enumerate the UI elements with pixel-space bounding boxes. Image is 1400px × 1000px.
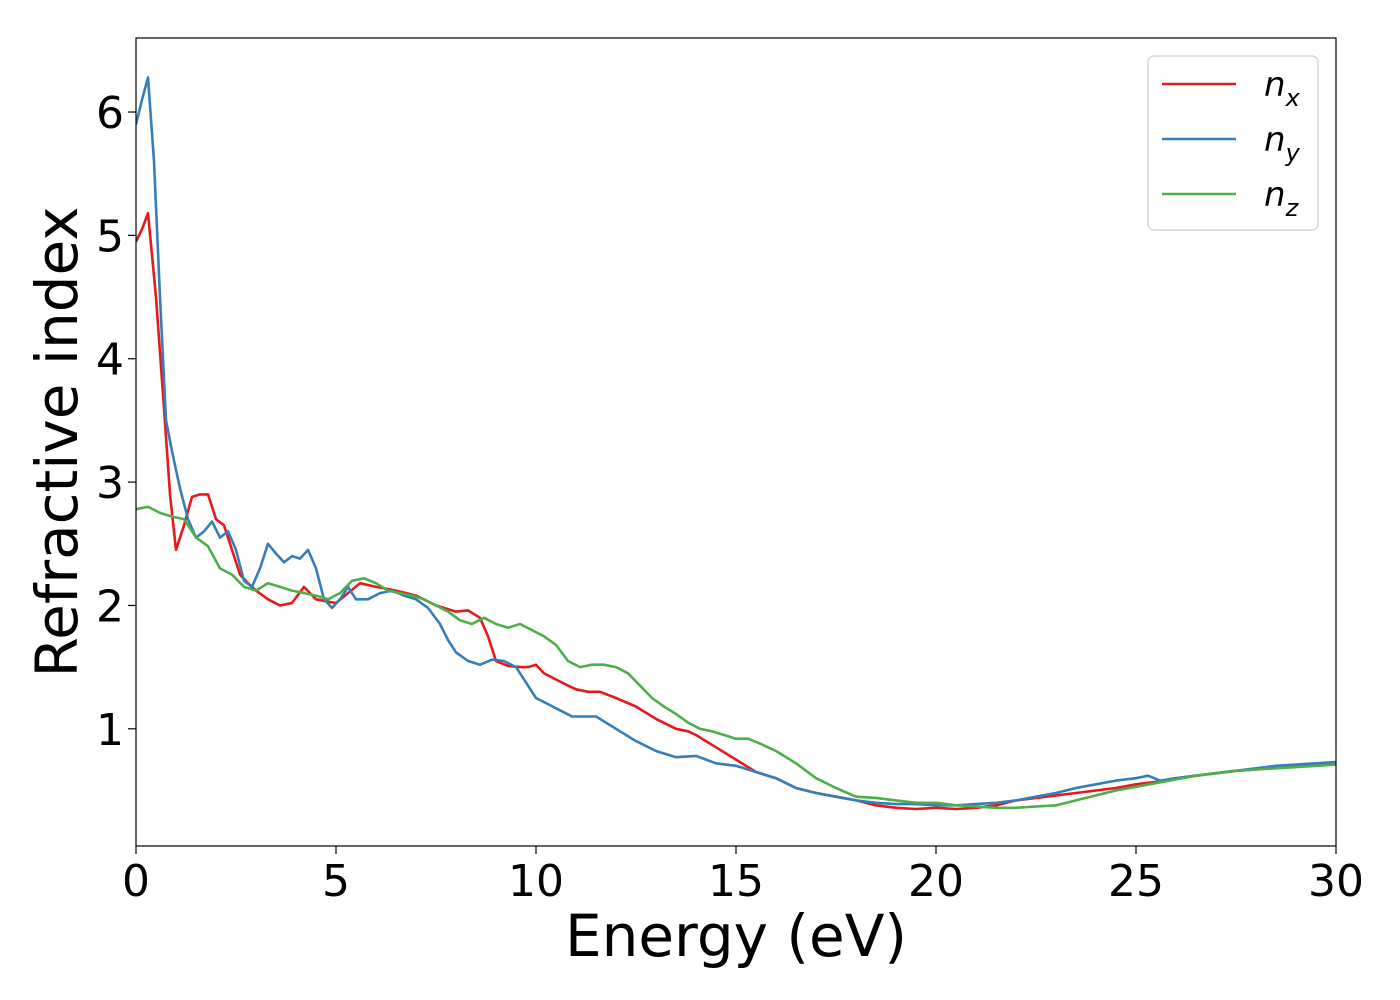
x-axis: 0 5 10 15 20 25 30 xyxy=(122,846,1364,907)
y-tick-label: 6 xyxy=(96,88,124,139)
series-line-ny xyxy=(136,76,1336,807)
y-tick-label: 4 xyxy=(96,335,124,386)
series-line-nx xyxy=(136,211,1336,811)
y-tick-label: 2 xyxy=(96,581,124,632)
x-axis-title: Energy (eV) xyxy=(565,902,907,970)
y-axis: 1 2 3 4 5 6 xyxy=(96,88,136,756)
y-tick-label: 1 xyxy=(96,705,124,756)
x-tick-label: 15 xyxy=(708,856,764,907)
series-layer xyxy=(136,76,1336,811)
series-line-nz xyxy=(136,505,1336,810)
x-tick-label: 30 xyxy=(1308,856,1364,907)
y-tick-label: 5 xyxy=(96,211,124,262)
legend-frame xyxy=(1147,55,1319,231)
y-tick-label: 3 xyxy=(96,458,124,509)
x-tick-label: 20 xyxy=(908,856,964,907)
x-tick-label: 0 xyxy=(122,856,150,907)
x-tick-label: 25 xyxy=(1108,856,1164,907)
x-tick-label: 5 xyxy=(322,856,350,907)
y-axis-title: Refractive index xyxy=(23,206,91,677)
x-tick-label: 10 xyxy=(508,856,564,907)
